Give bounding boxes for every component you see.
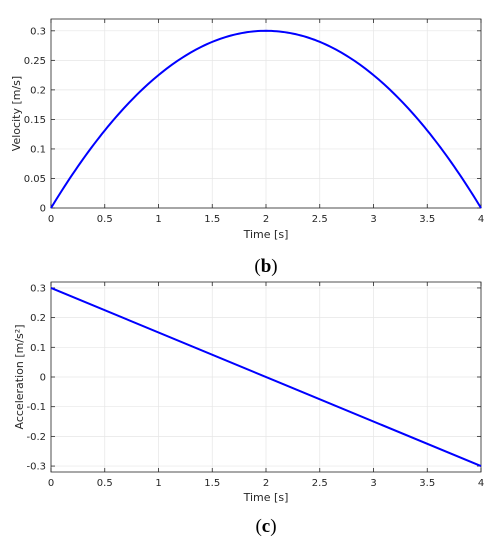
acceleration-x-axis-label: Time [s]: [243, 491, 289, 504]
velocity-y-axis-label: Velocity [m/s]: [10, 76, 23, 151]
velocity-x-tick-label: 4: [478, 214, 484, 225]
acceleration-chart: 0 0.5 1 1.5 2 2.5 3 3.5 4-0.3-0.2-0.100.10.20.3 …: [13, 281, 484, 537]
panel-c-caption-letter: c: [262, 516, 270, 537]
panel-b-caption-letter: b: [261, 256, 272, 277]
acceleration-ticks: 0 0.5 1 1.5 2 2.5 3 3.5 4 -0.3 -0.2 -0.1 0 0.1 0.2 0.3: [26, 282, 484, 489]
velocity-x-tick-label: 1.5: [204, 214, 220, 225]
velocity-y-tick-label: 0.15: [24, 115, 46, 126]
velocity-ticks: 0 0.5 1 1.5 2 2.5 3 3.5 4 0 0.05 0.1 0.15 0.2 0.25 0.3: [24, 19, 484, 225]
acceleration-y-tick-label: -0.2: [26, 432, 46, 443]
velocity-x-tick-label: 3: [370, 214, 376, 225]
acceleration-y-tick-label: 0.2: [30, 313, 46, 324]
velocity-x-axis-label: Time [s]: [243, 228, 289, 241]
acceleration-x-tick-label: 4: [478, 478, 484, 489]
velocity-curve: [50, 29, 482, 209]
velocity-y-tick-label: 0: [40, 204, 46, 215]
acceleration-line: [50, 287, 482, 467]
acceleration-y-tick-label: 0.1: [30, 343, 46, 354]
acceleration-y-axis-label: Acceleration [m/s²]: [13, 325, 26, 430]
acceleration-x-tick-label: 2.5: [312, 478, 328, 489]
velocity-x-tick-label: 0: [48, 214, 54, 225]
velocity-y-tick-label: 0.2: [30, 85, 46, 96]
acceleration-y-tick-label: -0.3: [26, 462, 46, 473]
velocity-y-tick-label: 0.3: [30, 26, 46, 37]
velocity-x-tick-label: 2.5: [312, 214, 328, 225]
velocity-y-tick-label: 0.05: [24, 174, 46, 185]
acceleration-x-tick-label: 1.5: [204, 478, 220, 489]
acceleration-x-tick-label: 3: [370, 478, 376, 489]
acceleration-x-tick-label: 1: [155, 478, 161, 489]
acceleration-x-tick-label: 0: [48, 478, 54, 489]
velocity-chart: 0 0.5 1 1.5 2 2.5 3 3.5 400.050.10.150.20.250.3 …: [10, 18, 484, 277]
acceleration-x-tick-label: 3.5: [419, 478, 435, 489]
panel-c-caption: (c): [255, 516, 276, 537]
velocity-x-tick-label: 2: [263, 214, 269, 225]
velocity-grid: [50, 19, 482, 209]
velocity-x-tick-label: 1: [155, 214, 161, 225]
acceleration-y-tick-label: 0.3: [30, 283, 46, 294]
velocity-y-tick-label: 0.25: [24, 56, 46, 67]
velocity-x-tick-label: 0.5: [97, 214, 113, 225]
velocity-x-tick-label: 3.5: [419, 214, 435, 225]
acceleration-y-tick-label: 0: [40, 373, 46, 384]
acceleration-y-tick-label: -0.1: [26, 402, 46, 413]
panel-b-caption: (b): [254, 256, 277, 277]
velocity-y-tick-label: 0.1: [30, 144, 46, 155]
acceleration-x-tick-label: 2: [263, 478, 269, 489]
acceleration-x-tick-label: 0.5: [97, 478, 113, 489]
